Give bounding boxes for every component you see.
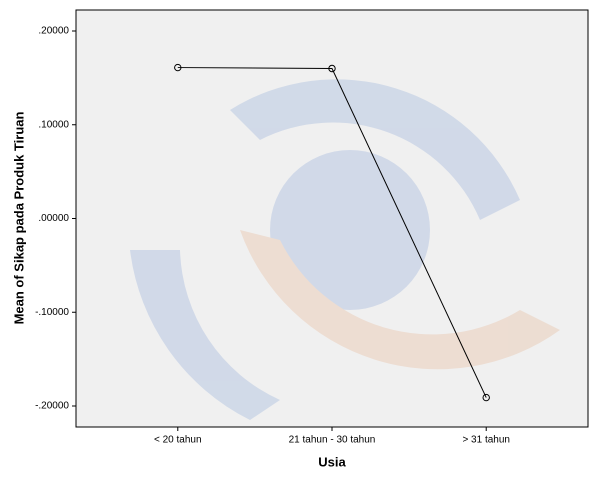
y-tick-label: .00000 (38, 213, 69, 224)
x-tick-label: > 31 tahun (462, 435, 510, 446)
x-axis-title: Usia (318, 454, 346, 469)
y-tick-label: .10000 (38, 119, 69, 130)
x-tick-label: 21 tahun - 30 tahun (289, 435, 376, 446)
y-tick-label: -.10000 (35, 307, 69, 318)
x-tick-label: < 20 tahun (154, 435, 202, 446)
y-tick-label: .20000 (38, 26, 69, 37)
y-tick-label: -.20000 (35, 401, 69, 412)
y-axis-title: Mean of Sikap pada Produk Tiruan (11, 112, 26, 325)
chart: Mean of Sikap pada Produk Tiruan Usia -.… (0, 0, 591, 477)
